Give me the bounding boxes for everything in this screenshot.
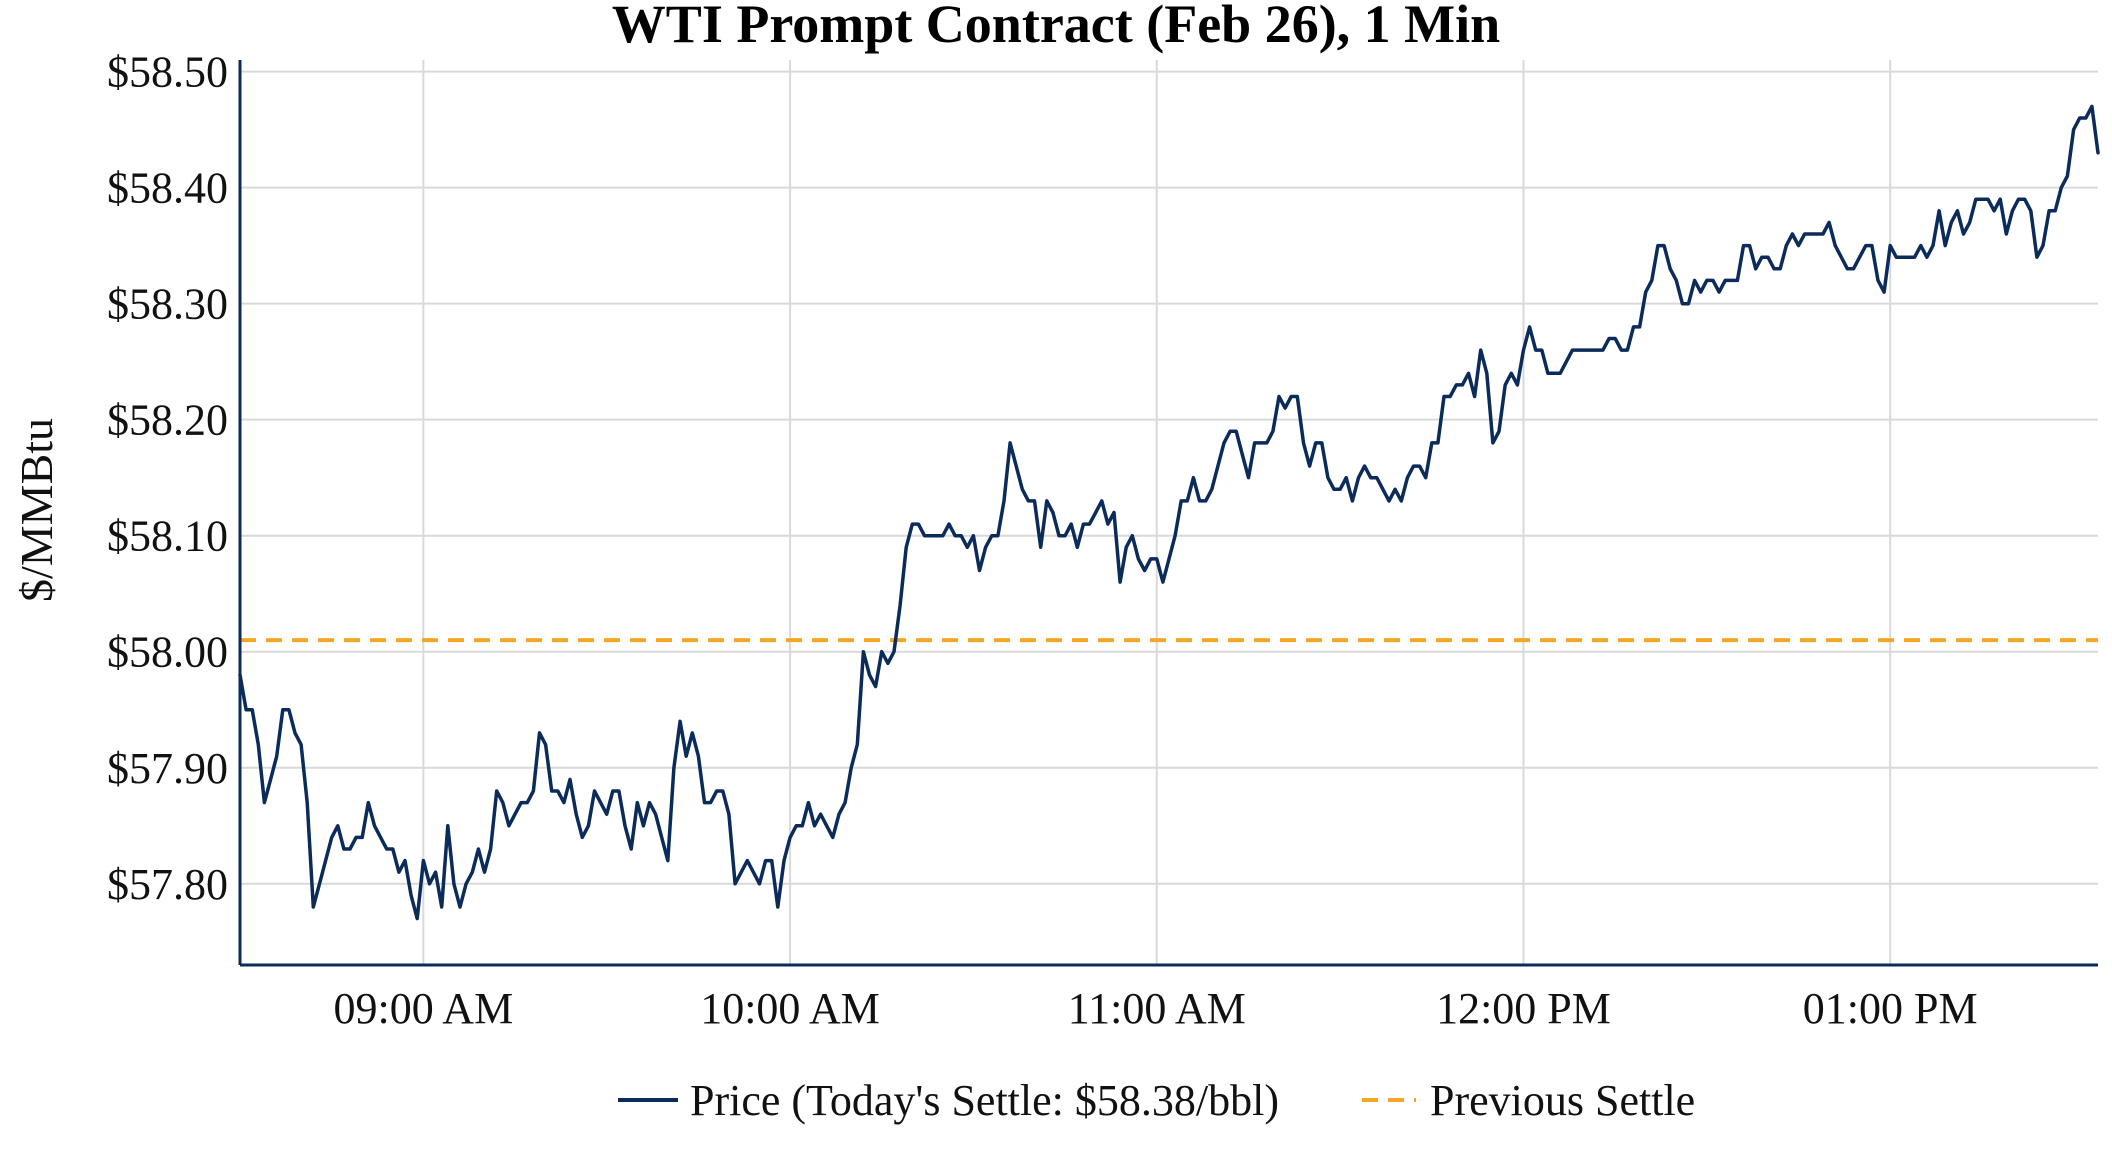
x-tick-label: 09:00 AM (334, 984, 514, 1033)
y-tick-label: $58.00 (107, 628, 228, 677)
y-tick-label: $58.20 (107, 396, 228, 445)
axes (238, 60, 2098, 967)
y-tick-label: $58.30 (107, 280, 228, 329)
y-tick-label: $58.40 (107, 164, 228, 213)
legend-settle-label: Previous Settle (1430, 1076, 1695, 1125)
x-tick-label: 01:00 PM (1803, 984, 1978, 1033)
y-tick-label: $58.50 (107, 48, 228, 97)
price-series-group (238, 104, 2100, 921)
x-tick-label: 11:00 AM (1068, 984, 1246, 1033)
x-tick-label: 10:00 AM (700, 984, 880, 1033)
y-axis-title: $/MMBtu (11, 418, 62, 602)
gridlines (240, 60, 2098, 965)
legend-price-label: Price (Today's Settle: $58.38/bbl) (690, 1076, 1279, 1125)
x-tick-label: 12:00 PM (1436, 984, 1611, 1033)
y-tick-label: $57.90 (107, 744, 228, 793)
y-tick-label: $58.10 (107, 512, 228, 561)
x-tick-labels: 09:00 AM 10:00 AM 11:00 AM 12:00 PM 01:00 PM (334, 984, 1978, 1033)
y-tick-labels: $57.80 $57.90 $58.00 $58.10 $58.20 $58.30 $58.… (107, 48, 228, 909)
chart-title: WTI Prompt Contract (Feb 26), 1 Min (612, 0, 1500, 54)
y-tick-label: $57.80 (107, 860, 228, 909)
legend: Price (Today's Settle: $58.38/bbl) Previo… (618, 1076, 1695, 1125)
price-line (238, 104, 2100, 921)
